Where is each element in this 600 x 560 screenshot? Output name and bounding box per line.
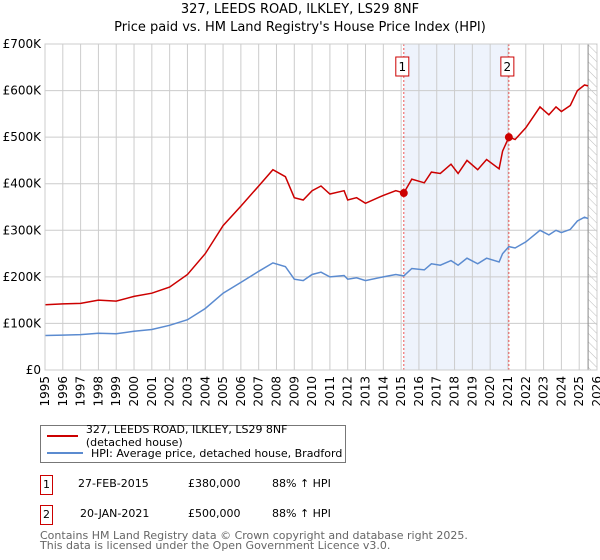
y-tick-label: £700K (3, 37, 43, 51)
x-tick-label: 2007 (252, 376, 266, 407)
chart-title: 327, LEEDS ROAD, ILKLEY, LS29 8NF (180, 2, 420, 17)
x-tick-label: 2024 (554, 376, 568, 407)
sale-date: 20-JAN-2021 (80, 507, 150, 520)
sale-date: 27-FEB-2015 (78, 477, 149, 490)
x-tick-label: 2020 (483, 376, 497, 407)
y-tick-label: £200K (3, 270, 43, 284)
legend-item-property: 327, LEEDS ROAD, ILKLEY, LS29 8NF (detac… (47, 423, 345, 449)
sale-hpi-change: 88% ↑ HPI (272, 477, 331, 490)
series-line-hpi (44, 216, 589, 337)
x-tick-label: 2003 (180, 376, 194, 407)
x-tick-label: 2019 (465, 376, 479, 407)
x-tick-label: 1997 (74, 376, 88, 407)
x-tick-label: 2022 (519, 376, 533, 407)
y-tick-label: £100K (3, 316, 43, 330)
forecast-hatch (588, 44, 597, 370)
legend-swatch-blue (47, 452, 83, 454)
sale-badge (395, 56, 410, 77)
x-tick-label: 2017 (430, 376, 444, 407)
series-line-property (44, 84, 589, 306)
sale-point (399, 189, 408, 198)
x-tick-label: 2001 (145, 376, 159, 407)
x-tick-label: 2021 (501, 376, 515, 407)
sale-point (504, 133, 513, 142)
legend-label: 327, LEEDS ROAD, ILKLEY, LS29 8NF (detac… (85, 423, 288, 449)
y-tick-label: £500K (3, 130, 43, 144)
x-tick-label: 2002 (163, 376, 177, 407)
x-tick-label: 2004 (198, 376, 212, 407)
y-tick-label: £0 (26, 363, 41, 377)
y-tick-label: £400K (3, 177, 43, 191)
legend-swatch-red (47, 435, 78, 437)
sale-badge: 1 (40, 475, 53, 495)
x-tick-label: 2023 (537, 376, 551, 407)
legend-label: HPI: Average price, detached house, Brad… (91, 446, 343, 460)
legend-item-hpi: HPI: Average price, detached house, Brad… (47, 445, 342, 461)
sale-price: £500,000 (188, 507, 241, 520)
footer-line-1: Contains HM Land Registry data © Crown c… (40, 529, 468, 542)
x-tick-label: 2000 (127, 376, 141, 407)
y-tick-label: £300K (3, 223, 43, 237)
legend: 327, LEEDS ROAD, ILKLEY, LS29 8NF (detac… (40, 423, 346, 463)
x-tick-label: 2015 (394, 376, 408, 407)
x-tick-label: 2008 (269, 376, 283, 407)
x-tick-label: 1995 (38, 376, 52, 407)
x-tick-label: 2009 (287, 376, 301, 407)
chart-subtitle: Price paid vs. HM Land Registry's House … (114, 20, 486, 35)
line-chart: 1995 1996 1997 1998 1999 2000 2001 2002 2003 2004… (3, 37, 600, 407)
x-tick-label: 2011 (323, 376, 337, 407)
sale-price: £380,000 (188, 477, 241, 490)
x-tick-label: 2005 (216, 376, 230, 407)
x-tick-label: 2010 (305, 376, 319, 407)
footer: Contains HM Land Registry data © Crown c… (40, 529, 468, 552)
footer-line-2: This data is licensed under the Open Gov… (40, 539, 391, 552)
sale-badge-label: 2 (504, 60, 512, 74)
x-tick-label: 2026 (590, 376, 600, 407)
sale-badge (500, 56, 515, 77)
sale-badge-label: 1 (398, 60, 406, 74)
x-tick-label: 2012 (341, 376, 355, 407)
x-tick-label: 2006 (234, 376, 248, 407)
x-tick-label: 1996 (56, 376, 70, 407)
sale-badge: 2 (40, 505, 53, 525)
x-tick-label: 2014 (376, 376, 390, 407)
x-tick-label: 2016 (412, 376, 426, 407)
x-tick-label: 2025 (572, 376, 586, 407)
x-tick-label: 1999 (109, 376, 123, 407)
x-tick-label: 1998 (91, 376, 105, 407)
sale-hpi-change: 88% ↑ HPI (272, 507, 331, 520)
plot-border (44, 43, 598, 371)
x-tick-label: 2013 (359, 376, 373, 407)
sale-period-shade (403, 44, 509, 370)
y-tick-label: £600K (3, 84, 43, 98)
x-tick-label: 2018 (448, 376, 462, 407)
